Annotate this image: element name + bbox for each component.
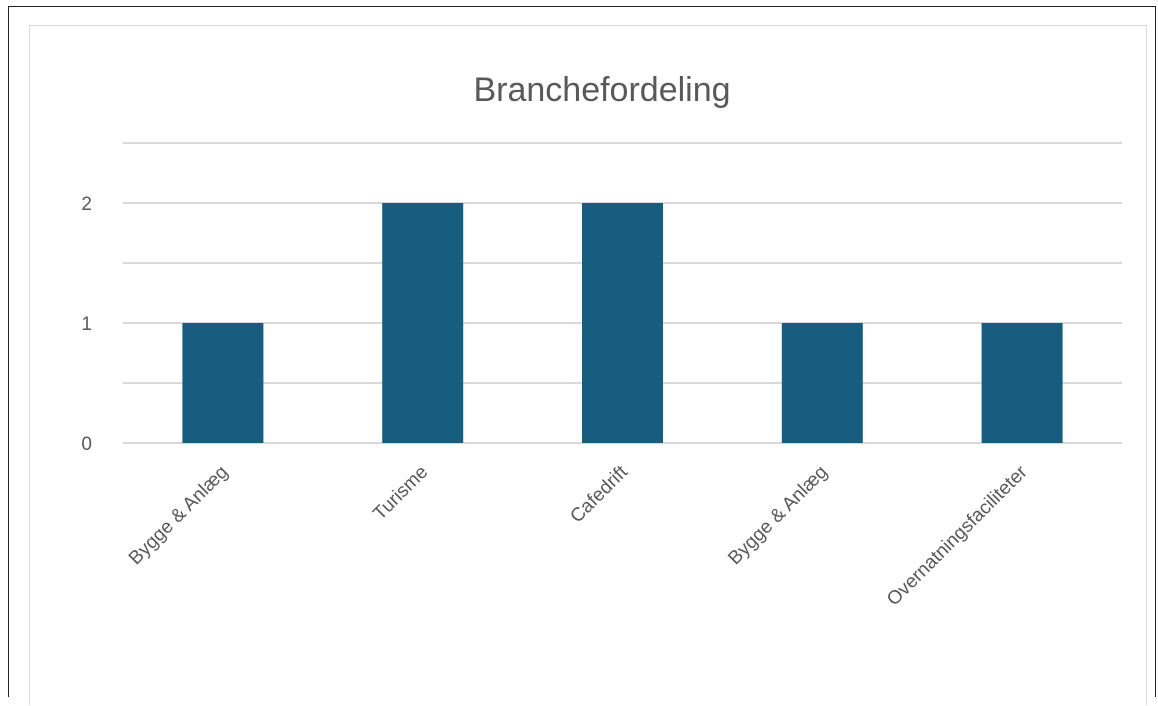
x-category-label: Bygge & Anlæg — [125, 462, 232, 569]
chart-title: Branchefordeling — [473, 71, 730, 109]
x-category-label: Cafedrift — [566, 461, 632, 527]
y-tick-label: 1 — [81, 314, 92, 335]
y-tick-label: 2 — [81, 194, 92, 215]
chart-area: Branchefordeling 0 1 2 Bygge & Anlæg Turism… — [29, 25, 1147, 705]
bar — [981, 323, 1063, 443]
bar — [582, 203, 663, 443]
chart-frame: Branchefordeling 0 1 2 Bygge & Anlæg Turism… — [8, 6, 1156, 705]
y-axis-ticks: 0 1 2 — [81, 194, 92, 455]
bar — [382, 203, 464, 443]
category-labels: Bygge & Anlæg Turisme Cafedrift Bygge & Anl… — [125, 461, 1032, 610]
x-category-label: Overnatningsfaciliteter — [883, 461, 1032, 610]
bars — [182, 203, 1063, 443]
bar-chart: Branchefordeling 0 1 2 Bygge & Anlæg Turism… — [81, 71, 1122, 610]
y-tick-label: 0 — [81, 434, 92, 455]
x-category-label: Turisme — [369, 462, 432, 525]
bar — [182, 323, 264, 443]
x-category-label: Bygge & Anlæg — [724, 462, 831, 569]
bar — [781, 323, 863, 443]
